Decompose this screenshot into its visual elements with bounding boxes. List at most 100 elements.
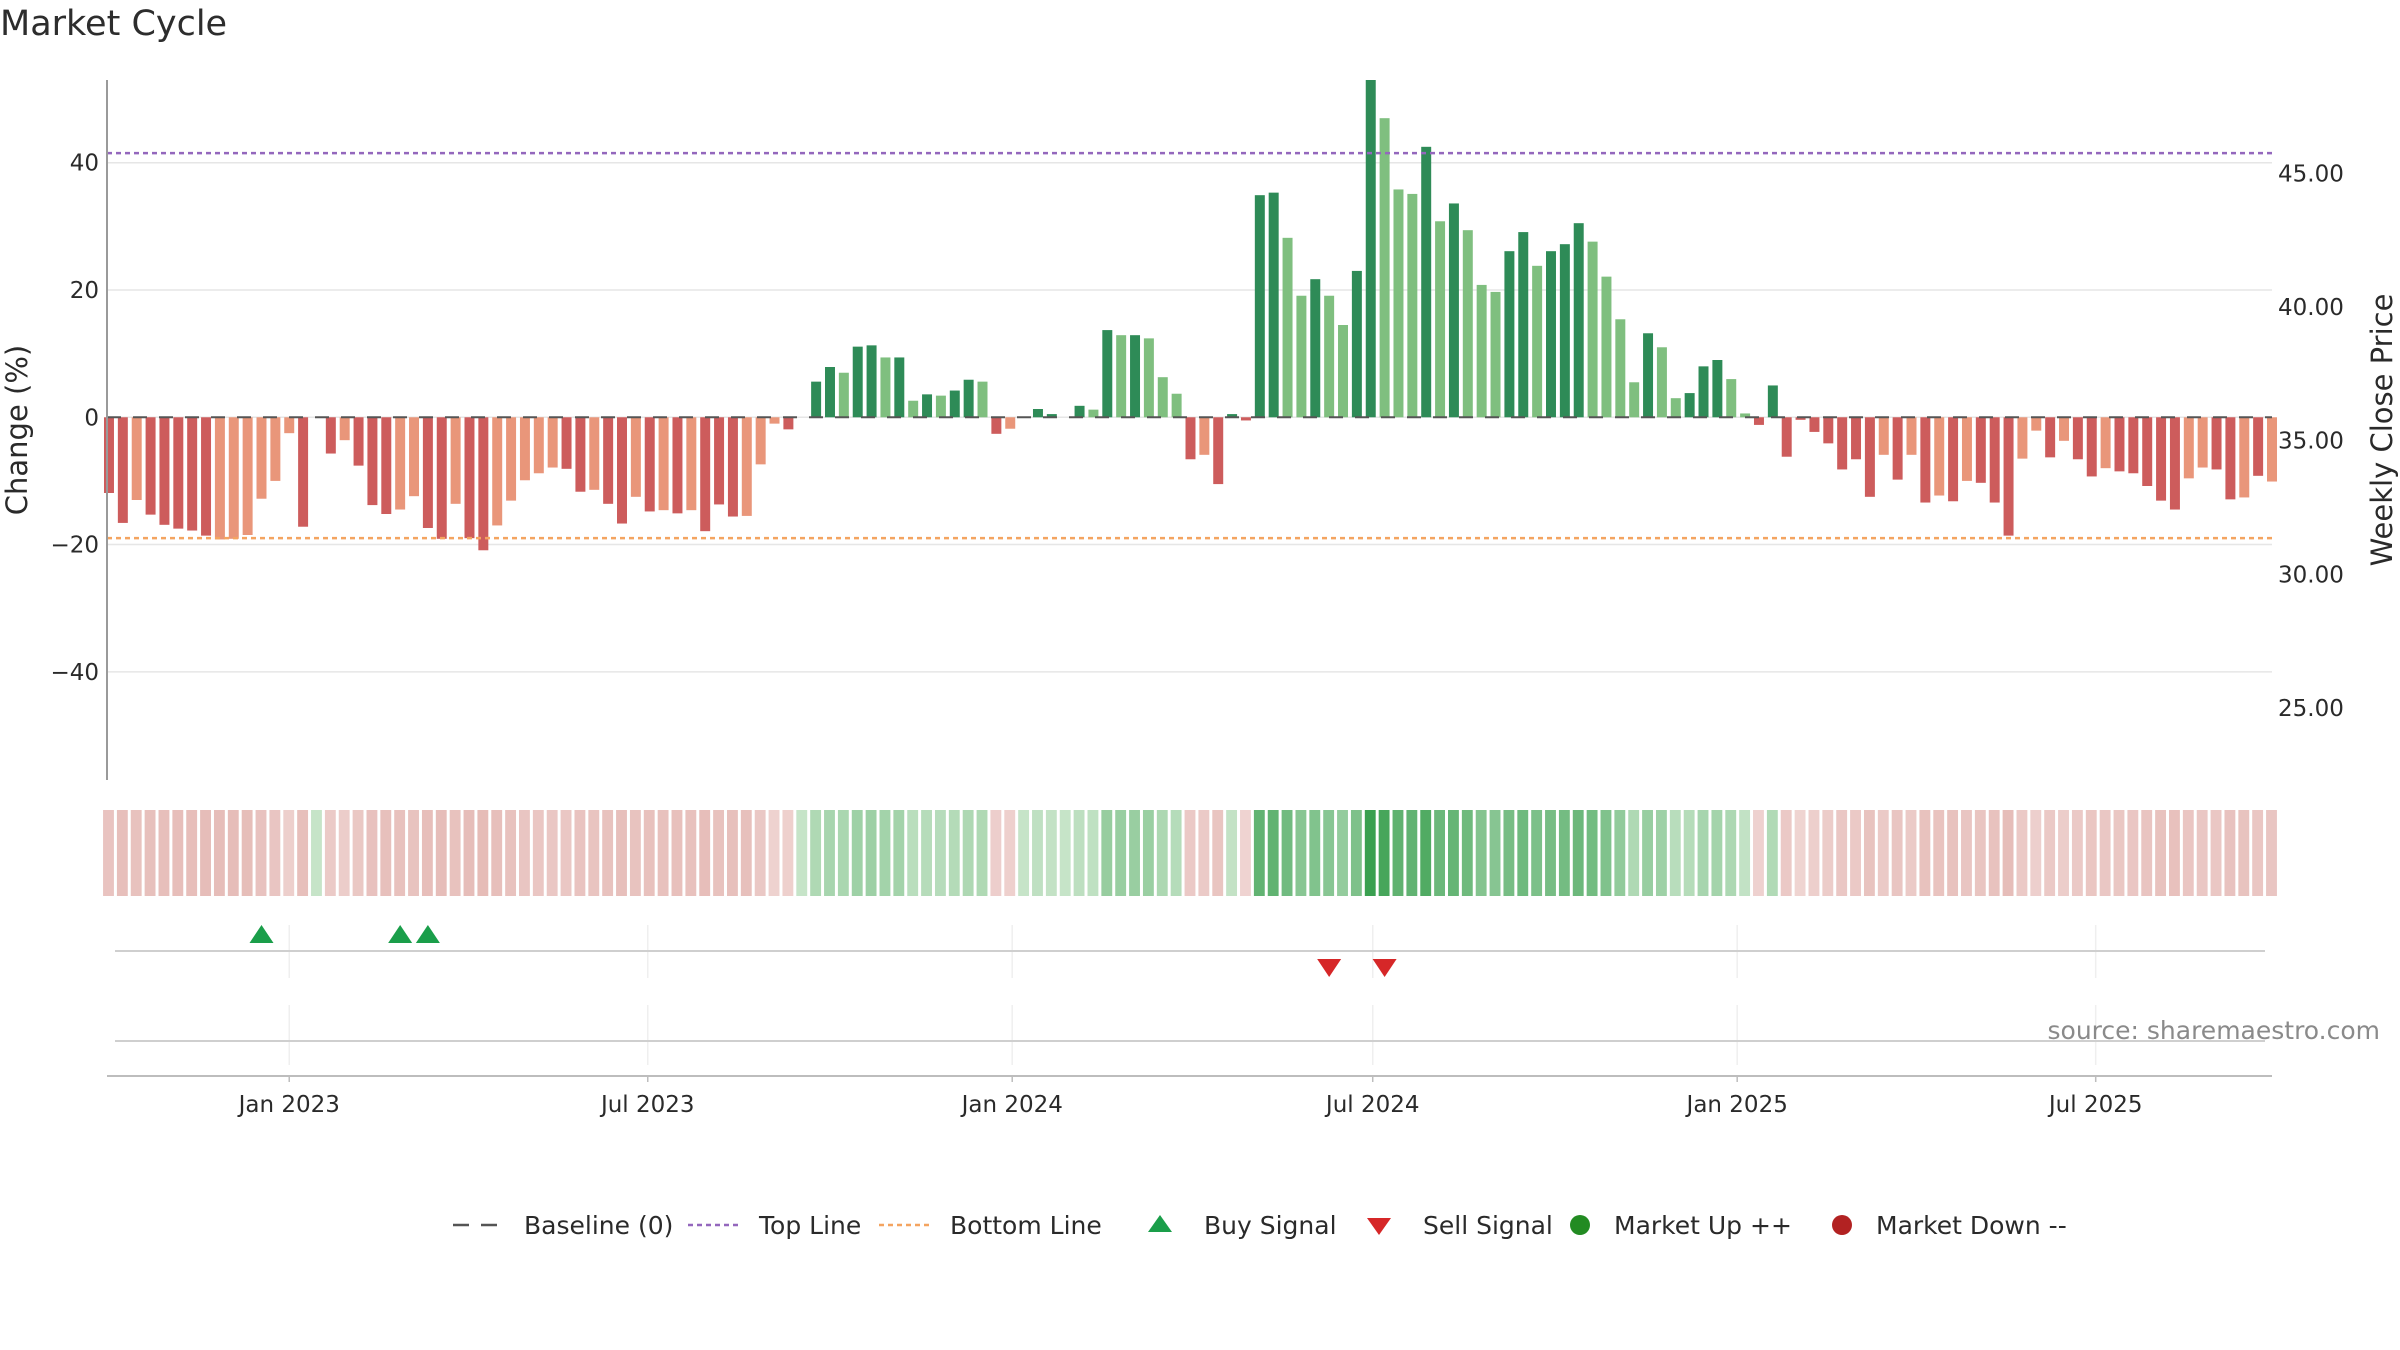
change-bar — [908, 400, 919, 418]
heatmap-cell — [2002, 810, 2014, 896]
heatmap-cell — [1947, 810, 1959, 896]
change-bar — [173, 417, 184, 529]
legend-label: Bottom Line — [950, 1211, 1102, 1240]
y2-tick-label: 45.00 — [2278, 162, 2344, 188]
heatmap-cell — [782, 810, 794, 896]
heatmap-cell — [879, 810, 891, 896]
change-bar — [325, 417, 336, 454]
heatmap-cell — [1683, 810, 1695, 896]
change-bar — [2225, 417, 2236, 500]
tick-labels: −40 −20 0 20 40 25.00 30.00 35.00 40.00 45.00 Jan … — [50, 151, 2343, 1118]
change-bar — [603, 417, 614, 504]
change-bar — [1518, 232, 1529, 418]
heatmap-cell — [1780, 810, 1792, 896]
change-bar — [1490, 291, 1501, 418]
change-bar — [1532, 265, 1543, 418]
heatmap-cell — [1766, 810, 1778, 896]
change-bar — [478, 417, 489, 551]
axes: Change (%) Weekly Close Price — [0, 80, 2399, 1077]
change-bar — [2169, 417, 2180, 510]
change-bar — [1351, 270, 1362, 418]
change-bar — [1365, 80, 1376, 418]
legend-label: Baseline (0) — [524, 1211, 673, 1240]
heatmap-cell — [380, 810, 392, 896]
heatmap-cell — [200, 810, 211, 896]
change-bar — [1379, 118, 1390, 418]
change-bar — [2267, 417, 2277, 482]
heatmap-strip — [103, 810, 2277, 896]
change-bar — [1643, 333, 1654, 418]
heatmap-cell — [366, 810, 378, 896]
heatmap-cell — [560, 810, 572, 896]
heatmap-cell — [754, 810, 766, 896]
heatmap-cell — [1087, 810, 1099, 896]
x-tick-label: Jul 2024 — [1324, 1092, 1420, 1118]
y-tick-label: 40 — [70, 151, 99, 177]
change-bar — [561, 417, 572, 469]
heatmap-cell — [2085, 810, 2097, 896]
heatmap-cell — [532, 810, 544, 896]
heatmap-cell — [1961, 810, 1972, 896]
heatmap-cell — [837, 810, 849, 896]
change-bar — [1795, 417, 1806, 420]
heatmap-cell — [1905, 810, 1917, 896]
buy-signal-marker — [249, 925, 274, 943]
heatmap-cell — [227, 810, 239, 896]
heatmap-cell — [1531, 810, 1543, 896]
heatmap-cell — [449, 810, 461, 896]
heatmap-cell — [1295, 810, 1307, 896]
y2-axis-title: Weekly Close Price — [2365, 294, 2399, 567]
change-bar — [1407, 193, 1418, 418]
legend-buy-icon — [1148, 1215, 1172, 1232]
heatmap-cell — [1281, 810, 1293, 896]
heatmap-cell — [796, 810, 808, 896]
heatmap-cell — [1004, 810, 1016, 896]
heatmap-cell — [408, 810, 419, 896]
heatmap-cell — [2099, 810, 2111, 896]
heatmap-cell — [934, 810, 946, 896]
change-bar — [1268, 192, 1279, 418]
heatmap-cell — [1753, 810, 1764, 896]
change-bar — [298, 417, 309, 527]
x-tick-label: Jan 2024 — [960, 1092, 1063, 1118]
change-bar — [1032, 409, 1043, 418]
change-bar — [422, 417, 433, 528]
heatmap-cell — [2252, 810, 2264, 896]
heatmap-cell — [1725, 810, 1737, 896]
change-bar — [1823, 417, 1834, 444]
change-bar — [1310, 279, 1321, 418]
x-tick-label: Jan 2023 — [237, 1092, 340, 1118]
change-bar — [2156, 417, 2167, 501]
change-bar — [1837, 417, 1848, 470]
change-bar — [1005, 417, 1016, 429]
heatmap-cell — [1655, 810, 1667, 896]
change-bar — [1476, 284, 1487, 418]
heatmap-cell — [2224, 810, 2236, 896]
bar-series — [103, 80, 2277, 551]
heatmap-cell — [1669, 810, 1681, 896]
change-bar — [644, 417, 655, 512]
heatmap-cell — [1794, 810, 1806, 896]
change-bar — [2197, 417, 2208, 468]
heatmap-cell — [1850, 810, 1861, 896]
change-bar — [228, 417, 239, 539]
heatmap-cell — [1461, 810, 1473, 896]
buy-signal-marker — [415, 925, 440, 943]
sell-signal-marker — [1317, 959, 1342, 977]
legend-circle-icon — [1570, 1215, 1590, 1235]
heatmap-cell — [1156, 810, 1168, 896]
change-bar — [1504, 251, 1515, 418]
x-tick-label: Jul 2025 — [2047, 1092, 2143, 1118]
heatmap-cell — [1378, 810, 1390, 896]
heatmap-cell — [921, 810, 932, 896]
heatmap-cell — [1614, 810, 1626, 896]
change-bar — [1546, 251, 1556, 418]
buy-signal-marker — [388, 925, 413, 943]
change-bar — [464, 417, 475, 539]
heatmap-cell — [338, 810, 350, 896]
change-bar — [1143, 338, 1154, 418]
heatmap-cell — [186, 810, 198, 896]
change-bar — [672, 417, 683, 514]
change-bar — [381, 417, 392, 514]
legend-label: Sell Signal — [1423, 1211, 1553, 1240]
